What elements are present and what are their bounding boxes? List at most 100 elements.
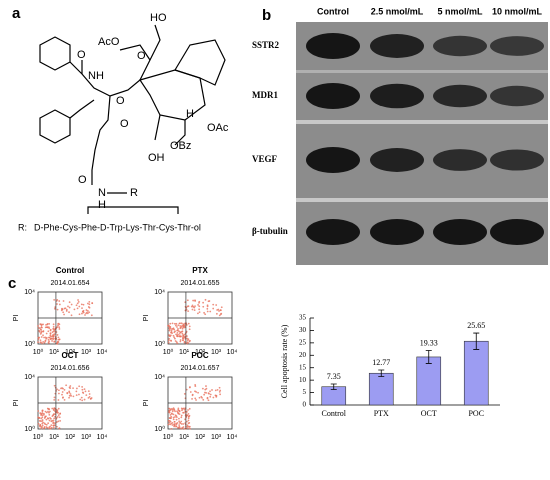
- bar-chart: 0 5 10 15 20 25 30 35 Cell apoptosis rate (%) 7.3…: [280, 314, 500, 418]
- plot-title: POC: [191, 351, 209, 360]
- event-dot: [188, 425, 190, 428]
- event-dot: [214, 389, 217, 392]
- peptide: D-Phe-Cys-Phe-D-Trp-Lys-Thr-Cys-Thr-ol: [34, 222, 201, 232]
- event-dot: [80, 303, 83, 306]
- event-dot: [77, 301, 80, 303]
- y-tick-label: 25: [299, 338, 307, 346]
- event-dot: [176, 411, 179, 414]
- event-dot: [43, 412, 45, 415]
- band: [306, 83, 360, 109]
- event-dot: [183, 341, 186, 344]
- event-dot: [56, 388, 58, 391]
- event-dot: [174, 416, 176, 418]
- event-dot: [178, 335, 181, 338]
- value-label: 19.33: [420, 338, 438, 347]
- event-dot: [218, 386, 221, 389]
- event-dot: [39, 341, 42, 344]
- event-dot: [183, 326, 186, 329]
- event-dot: [206, 397, 209, 400]
- event-dot: [215, 395, 218, 398]
- event-dot: [48, 413, 51, 416]
- event-dot: [42, 421, 45, 424]
- event-dot: [209, 310, 212, 313]
- x-tick-label: 10³: [81, 349, 92, 356]
- event-dot: [215, 304, 218, 306]
- x-tick-label: OCT: [421, 409, 437, 418]
- event-dot: [172, 327, 175, 330]
- event-dot: [182, 407, 185, 410]
- event-dot: [187, 310, 190, 312]
- event-dot: [49, 328, 52, 331]
- event-dot: [81, 312, 83, 315]
- event-dot: [56, 334, 59, 336]
- event-dot: [189, 427, 191, 430]
- event-dot: [173, 337, 176, 340]
- event-dot: [178, 417, 180, 420]
- event-dot: [43, 336, 45, 339]
- event-dot: [82, 392, 85, 394]
- event-dot: [177, 328, 179, 330]
- event-dot: [56, 416, 59, 418]
- x-tick-label: 10⁰: [33, 433, 44, 441]
- x-tick-label: 10³: [211, 349, 222, 356]
- event-dot: [43, 426, 46, 428]
- event-dot: [53, 333, 56, 335]
- event-dot: [209, 395, 212, 398]
- event-dot: [207, 399, 210, 402]
- event-dot: [178, 409, 180, 412]
- event-dot: [68, 386, 71, 389]
- event-dot: [53, 422, 56, 425]
- event-dot: [169, 322, 172, 325]
- x-tick-label: 10⁰: [163, 433, 174, 441]
- event-dot: [81, 399, 84, 402]
- event-dot: [72, 387, 74, 390]
- event-dot: [187, 322, 190, 325]
- event-dot: [186, 305, 189, 308]
- event-dot: [202, 305, 205, 308]
- event-dot: [57, 324, 59, 327]
- event-dot: [181, 339, 184, 342]
- atom: O: [137, 50, 146, 62]
- event-dot: [57, 420, 60, 423]
- event-dot: [194, 305, 196, 308]
- x-tick-label: 10³: [211, 434, 222, 441]
- event-dot: [176, 326, 178, 328]
- event-dot: [184, 418, 186, 421]
- plot-id: 2014.01.654: [51, 280, 90, 287]
- event-dot: [173, 409, 176, 412]
- event-dot: [49, 335, 52, 338]
- event-dot: [188, 340, 191, 343]
- band: [306, 219, 360, 245]
- plot-title: OCT: [62, 351, 79, 360]
- event-dot: [194, 299, 196, 302]
- structure: [39, 24, 226, 185]
- event-dot: [88, 311, 91, 314]
- ring: [39, 109, 71, 144]
- event-dot: [83, 388, 86, 391]
- event-dot: [40, 425, 43, 428]
- event-dot: [78, 385, 81, 388]
- event-dot: [181, 409, 183, 412]
- event-dot: [57, 323, 59, 325]
- bond: [69, 99, 95, 119]
- event-dot: [51, 415, 54, 418]
- bar: [368, 372, 394, 406]
- y-tick-label: 15: [299, 363, 307, 371]
- atom: O: [77, 49, 86, 61]
- panel-label: a: [12, 5, 21, 22]
- event-dot: [177, 324, 180, 327]
- event-dot: [51, 407, 54, 410]
- event-dot: [209, 390, 211, 393]
- panel-label: c: [8, 275, 16, 292]
- event-dot: [51, 331, 54, 334]
- event-dot: [70, 394, 73, 397]
- event-dot: [172, 413, 175, 416]
- event-dot: [183, 392, 186, 395]
- event-dot: [84, 314, 86, 316]
- event-dot: [198, 396, 201, 399]
- panel-label: b: [262, 7, 271, 24]
- event-dot: [42, 334, 44, 337]
- event-dot: [88, 306, 91, 309]
- event-dot: [191, 394, 194, 397]
